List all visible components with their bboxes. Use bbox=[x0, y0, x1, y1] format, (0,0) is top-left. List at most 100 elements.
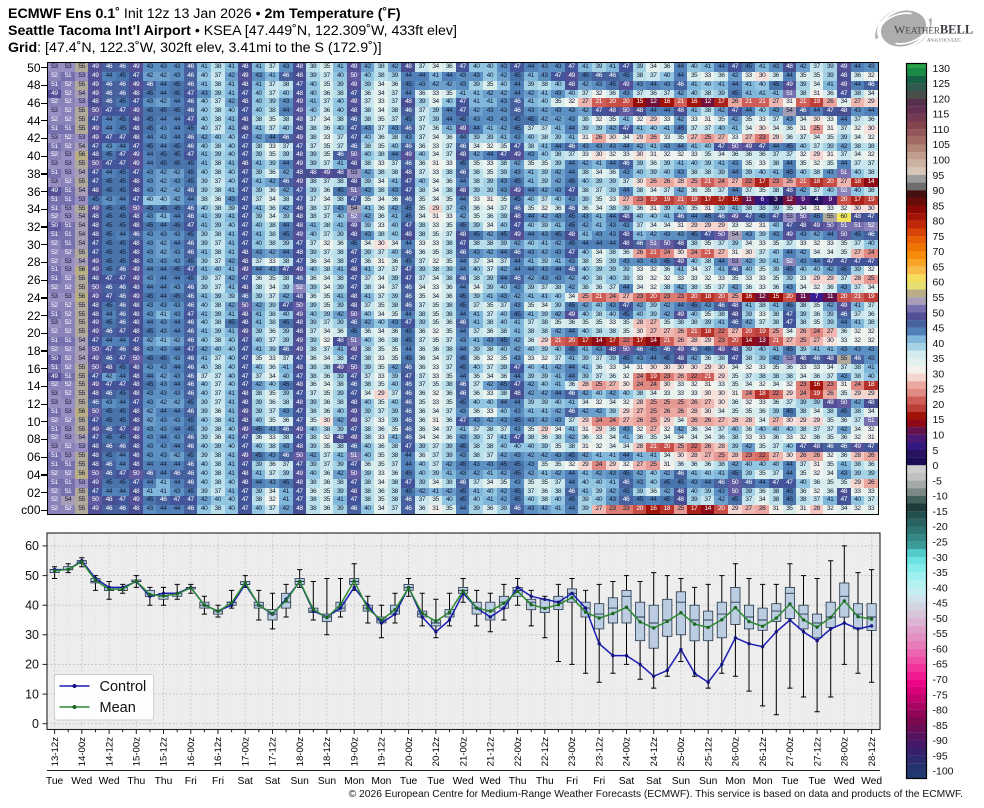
svg-text:-80: -80 bbox=[933, 705, 948, 717]
svg-text:Sun: Sun bbox=[699, 776, 718, 787]
svg-text:Mon: Mon bbox=[344, 776, 364, 787]
svg-text:-70: -70 bbox=[933, 674, 948, 686]
svg-text:Tue: Tue bbox=[400, 776, 418, 787]
svg-text:80: 80 bbox=[933, 216, 945, 228]
svg-text:30: 30 bbox=[25, 628, 39, 642]
svg-text:25-12z: 25-12z bbox=[703, 737, 714, 767]
svg-text:25-00z: 25-00z bbox=[676, 737, 687, 767]
svg-text:Sat: Sat bbox=[265, 776, 281, 787]
svg-text:Wed: Wed bbox=[834, 776, 855, 787]
svg-text:26-00z: 26-00z bbox=[731, 737, 742, 767]
svg-text:-85: -85 bbox=[933, 720, 948, 732]
svg-text:Sun: Sun bbox=[291, 776, 310, 787]
svg-text:WEATHERBELL: WEATHERBELL bbox=[894, 23, 973, 37]
svg-text:115: 115 bbox=[933, 109, 950, 121]
svg-text:-95: -95 bbox=[933, 750, 948, 762]
svg-text:17-12z: 17-12z bbox=[268, 737, 279, 767]
svg-text:Sat: Sat bbox=[619, 776, 635, 787]
svg-text:Sat: Sat bbox=[646, 776, 662, 787]
svg-text:28-12z: 28-12z bbox=[867, 737, 878, 767]
svg-text:0: 0 bbox=[32, 717, 39, 731]
svg-text:Thu: Thu bbox=[536, 776, 554, 787]
svg-text:Fri: Fri bbox=[212, 776, 224, 787]
svg-text:21-12z: 21-12z bbox=[486, 737, 497, 767]
svg-text:30: 30 bbox=[933, 368, 945, 380]
svg-text:14-12z: 14-12z bbox=[104, 737, 115, 767]
svg-text:Tue: Tue bbox=[808, 776, 826, 787]
svg-text:50: 50 bbox=[25, 569, 39, 583]
svg-text:Thu: Thu bbox=[155, 776, 173, 787]
svg-text:125: 125 bbox=[933, 78, 951, 90]
svg-text:Mon: Mon bbox=[725, 776, 745, 787]
svg-text:-75: -75 bbox=[933, 689, 948, 701]
svg-text:16-00z: 16-00z bbox=[186, 737, 197, 767]
svg-text:25: 25 bbox=[933, 384, 945, 396]
svg-text:45: 45 bbox=[933, 323, 945, 335]
svg-text:19-00z: 19-00z bbox=[349, 737, 360, 767]
svg-text:55: 55 bbox=[933, 292, 945, 304]
svg-text:13-12z: 13-12z bbox=[50, 737, 61, 767]
svg-text:18-12z: 18-12z bbox=[322, 737, 333, 767]
svg-text:26-12z: 26-12z bbox=[758, 737, 769, 767]
svg-text:5: 5 bbox=[933, 445, 939, 457]
svg-text:Wed: Wed bbox=[71, 776, 92, 787]
svg-text:27-12z: 27-12z bbox=[812, 737, 823, 767]
svg-text:Mon: Mon bbox=[371, 776, 391, 787]
svg-text:Wed: Wed bbox=[453, 776, 474, 787]
svg-text:22-00z: 22-00z bbox=[513, 737, 524, 767]
svg-text:-10: -10 bbox=[933, 491, 948, 503]
svg-text:17-00z: 17-00z bbox=[240, 737, 251, 767]
svg-text:-40: -40 bbox=[933, 582, 948, 594]
svg-text:Thu: Thu bbox=[127, 776, 145, 787]
svg-text:Mean: Mean bbox=[100, 700, 136, 716]
svg-text:20-12z: 20-12z bbox=[431, 737, 442, 767]
svg-text:130: 130 bbox=[933, 63, 951, 75]
svg-text:85: 85 bbox=[933, 200, 945, 212]
svg-text:75: 75 bbox=[933, 231, 945, 243]
svg-text:ANALYTICS LLC: ANALYTICS LLC bbox=[927, 38, 961, 44]
svg-text:-100: -100 bbox=[933, 766, 954, 778]
svg-text:20-00z: 20-00z bbox=[404, 737, 415, 767]
svg-text:-45: -45 bbox=[933, 598, 948, 610]
svg-text:20: 20 bbox=[933, 399, 945, 411]
svg-text:-55: -55 bbox=[933, 628, 948, 640]
svg-text:-5: -5 bbox=[933, 475, 942, 487]
svg-text:24-00z: 24-00z bbox=[622, 737, 633, 767]
svg-text:Mon: Mon bbox=[753, 776, 773, 787]
svg-text:-15: -15 bbox=[933, 506, 948, 518]
svg-text:23-00z: 23-00z bbox=[567, 737, 578, 767]
svg-text:105: 105 bbox=[933, 139, 951, 151]
svg-text:-20: -20 bbox=[933, 521, 948, 533]
svg-text:50: 50 bbox=[933, 307, 945, 319]
svg-text:60: 60 bbox=[25, 539, 39, 553]
svg-text:90: 90 bbox=[933, 185, 945, 197]
svg-text:40: 40 bbox=[933, 338, 945, 350]
svg-text:-65: -65 bbox=[933, 659, 948, 671]
svg-text:22-12z: 22-12z bbox=[540, 737, 551, 767]
svg-text:15: 15 bbox=[933, 414, 945, 426]
svg-text:15-12z: 15-12z bbox=[159, 737, 170, 767]
svg-text:110: 110 bbox=[933, 124, 950, 136]
svg-text:100: 100 bbox=[933, 155, 951, 167]
svg-text:Control: Control bbox=[100, 679, 147, 695]
svg-text:15-00z: 15-00z bbox=[132, 737, 143, 767]
svg-text:-35: -35 bbox=[933, 567, 948, 579]
svg-text:-60: -60 bbox=[933, 643, 948, 655]
svg-text:70: 70 bbox=[933, 246, 945, 258]
svg-text:Fri: Fri bbox=[593, 776, 605, 787]
svg-text:18-00z: 18-00z bbox=[295, 737, 306, 767]
svg-text:Fri: Fri bbox=[185, 776, 197, 787]
svg-text:10: 10 bbox=[25, 687, 39, 701]
svg-text:Tue: Tue bbox=[46, 776, 64, 787]
svg-text:Sun: Sun bbox=[318, 776, 337, 787]
svg-text:Wed: Wed bbox=[99, 776, 120, 787]
svg-text:23-12z: 23-12z bbox=[594, 737, 605, 767]
svg-text:-90: -90 bbox=[933, 735, 948, 747]
svg-text:Wed: Wed bbox=[861, 776, 882, 787]
svg-text:60: 60 bbox=[933, 277, 945, 289]
svg-text:27-00z: 27-00z bbox=[785, 737, 796, 767]
svg-text:19-12z: 19-12z bbox=[377, 737, 388, 767]
svg-text:Thu: Thu bbox=[509, 776, 527, 787]
svg-text:Tue: Tue bbox=[781, 776, 799, 787]
svg-text:16-12z: 16-12z bbox=[213, 737, 224, 767]
